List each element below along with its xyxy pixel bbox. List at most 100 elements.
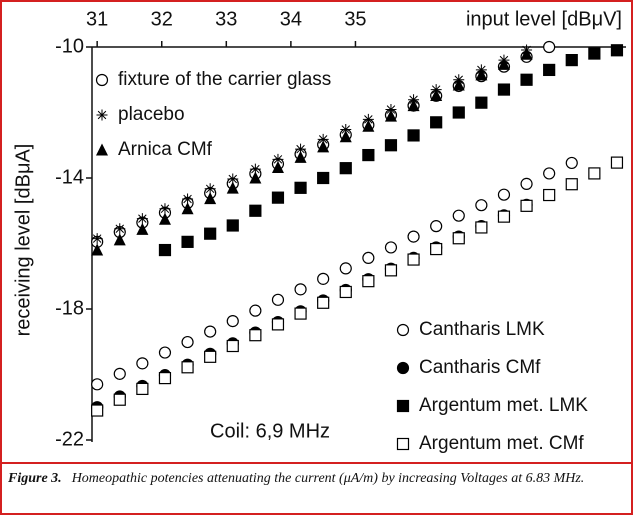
data-point <box>158 243 172 257</box>
data-point <box>407 253 420 266</box>
data-point <box>181 235 194 248</box>
data-point <box>497 210 511 223</box>
data-point <box>610 44 624 57</box>
x-axis-label: input level [dBμV] <box>466 8 622 30</box>
data-point <box>520 177 533 190</box>
annotation: Coil: 6,9 MHz <box>210 420 330 442</box>
data-point <box>520 73 533 86</box>
data-point <box>452 106 465 119</box>
y-tick-label: -18 <box>55 297 84 319</box>
data-point <box>475 68 488 81</box>
data-point <box>158 346 172 359</box>
data-point <box>113 393 126 406</box>
data-point <box>543 40 556 54</box>
data-point <box>543 167 556 180</box>
data-point <box>91 233 103 245</box>
data-point <box>565 156 578 170</box>
data-point <box>317 296 330 309</box>
data-point <box>339 162 352 175</box>
data-point <box>181 335 194 349</box>
data-point <box>181 361 194 374</box>
x-tick-label: 35 <box>344 8 366 30</box>
data-point <box>249 163 261 175</box>
data-point <box>384 264 398 277</box>
data-point <box>475 199 488 212</box>
legend-label: Argentum met. LMK <box>419 395 588 416</box>
data-point <box>362 113 374 125</box>
data-point <box>520 47 533 60</box>
y-axis-label: receiving level [dBμA] <box>12 144 34 337</box>
data-point <box>204 183 216 195</box>
data-point <box>384 241 398 254</box>
data-point <box>407 230 420 243</box>
data-point <box>497 57 510 70</box>
data-point <box>520 199 533 212</box>
data-point <box>294 307 307 320</box>
data-point <box>91 243 104 256</box>
data-point <box>385 104 397 116</box>
legend-label: Cantharis CMf <box>419 357 541 378</box>
data-point <box>294 150 307 163</box>
data-point <box>294 181 307 194</box>
data-point <box>430 220 443 233</box>
data-point <box>317 133 329 145</box>
data-point <box>182 193 194 205</box>
data-point <box>136 382 149 396</box>
data-point <box>158 212 171 225</box>
data-point <box>136 357 149 370</box>
legend-marker <box>95 73 109 87</box>
data-point <box>452 78 465 91</box>
data-point <box>295 143 307 155</box>
data-point <box>317 272 330 285</box>
legend-marker <box>396 361 410 375</box>
data-point <box>362 148 375 162</box>
data-point <box>475 96 488 109</box>
data-point <box>317 171 330 185</box>
y-tick-label: -22 <box>55 428 84 450</box>
data-point <box>384 109 397 122</box>
legend-label: Arnica CMf <box>118 139 213 160</box>
legend-label: fixture of the carrier glass <box>118 69 331 90</box>
caption: Figure 3. Homeopathic potencies attenuati… <box>8 470 608 488</box>
data-point <box>158 372 172 385</box>
data-point <box>339 262 352 275</box>
data-point <box>159 203 171 215</box>
x-tick-label: 31 <box>86 8 108 30</box>
data-point <box>543 188 556 202</box>
data-point <box>588 167 601 180</box>
legend-marker <box>396 399 410 413</box>
y-tick-label: -14 <box>55 166 84 188</box>
x-tick-label: 34 <box>280 8 302 30</box>
data-point <box>204 192 217 205</box>
data-point <box>226 339 239 353</box>
legend-marker <box>96 109 108 121</box>
data-point <box>362 251 375 265</box>
data-point <box>475 221 488 234</box>
caption-label: Figure 3. <box>8 471 62 486</box>
legend-label: Argentum met. CMf <box>419 433 584 454</box>
caption-text: Homeopathic potencies attenuating the cu… <box>71 471 585 486</box>
data-point <box>136 222 149 235</box>
x-tick-label: 32 <box>151 8 173 30</box>
legend-label: Cantharis LMK <box>419 319 545 340</box>
data-point <box>430 88 443 101</box>
data-point <box>136 213 148 225</box>
data-point <box>452 232 465 245</box>
data-point <box>430 242 443 256</box>
data-point <box>339 130 352 143</box>
data-point <box>204 325 217 338</box>
data-point <box>565 178 578 191</box>
data-point <box>113 367 126 380</box>
data-point <box>249 304 262 317</box>
data-point <box>407 129 420 142</box>
legend-marker <box>396 323 410 337</box>
data-point <box>227 173 239 185</box>
data-point <box>271 318 285 331</box>
data-point <box>113 233 126 246</box>
data-point <box>249 204 262 217</box>
data-point <box>384 139 398 152</box>
data-point <box>610 156 624 169</box>
data-point <box>340 124 352 136</box>
